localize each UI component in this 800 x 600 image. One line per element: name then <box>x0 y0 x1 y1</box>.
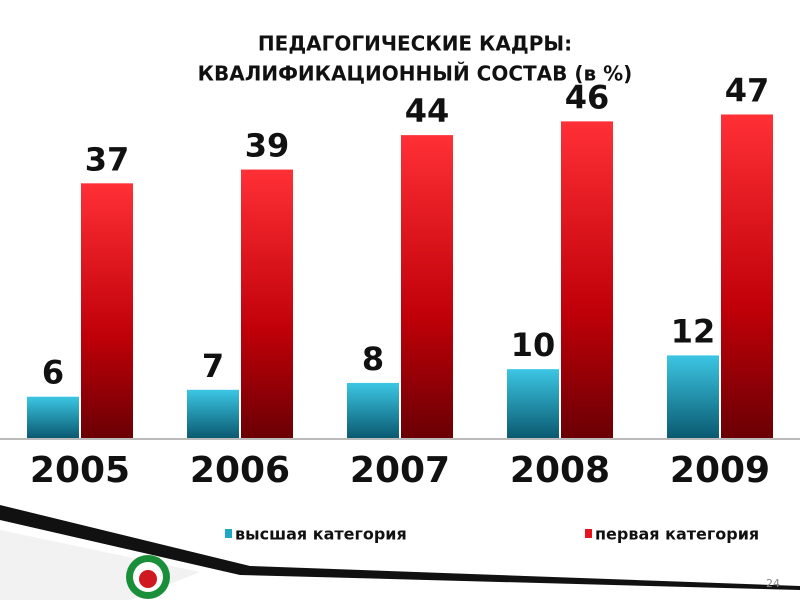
data-label: 39 <box>245 127 290 165</box>
bar <box>81 183 133 438</box>
data-label: 10 <box>511 326 556 364</box>
chart-title: ПЕДАГОГИЧЕСКИЕ КАДРЫ: <box>258 32 572 56</box>
x-tick-label: 2006 <box>190 450 290 491</box>
data-label: 7 <box>202 347 224 385</box>
bar <box>507 369 559 438</box>
legend-swatch <box>585 529 592 538</box>
bar <box>347 382 399 438</box>
data-label: 12 <box>671 312 716 350</box>
data-label: 8 <box>362 340 384 378</box>
x-tick-label: 2008 <box>510 450 610 491</box>
chart-title: КВАЛИФИКАЦИОННЫЙ СОСТАВ (в %) <box>198 62 633 86</box>
bar <box>721 114 773 438</box>
bar <box>27 396 79 438</box>
legend-swatch <box>225 529 232 538</box>
x-tick-label: 2007 <box>350 450 450 491</box>
slide-number: 24 <box>766 577 780 590</box>
legend-label: первая категория <box>595 525 759 544</box>
bar <box>561 121 613 438</box>
x-tick-label: 2005 <box>30 450 130 491</box>
bar <box>401 135 453 438</box>
x-tick-label: 2009 <box>670 450 770 491</box>
data-label: 46 <box>565 78 610 116</box>
data-label: 37 <box>85 140 130 178</box>
data-label: 47 <box>725 71 770 109</box>
bar <box>667 355 719 438</box>
data-label: 44 <box>405 92 450 130</box>
bar <box>187 389 239 438</box>
bar <box>241 169 293 439</box>
data-label: 6 <box>42 354 64 392</box>
decoration <box>0 505 800 600</box>
legend-label: высшая категория <box>235 525 407 544</box>
